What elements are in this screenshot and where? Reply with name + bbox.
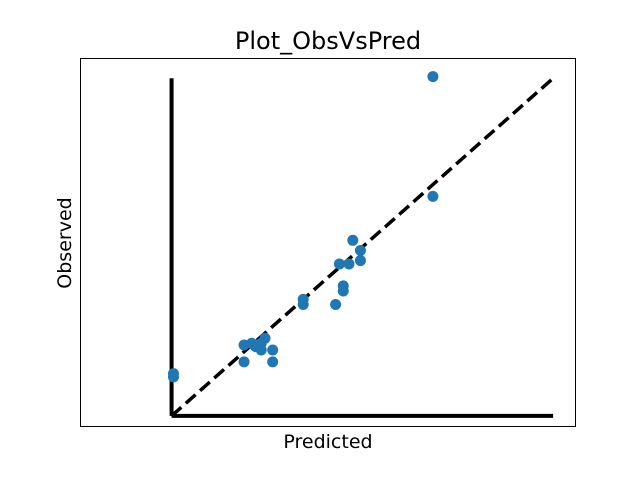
data-point-9 bbox=[255, 344, 267, 356]
data-point-16 bbox=[337, 285, 349, 297]
data-point-17 bbox=[333, 258, 345, 270]
data-point-11 bbox=[267, 356, 279, 368]
data-point-22 bbox=[427, 190, 439, 202]
data-point-13 bbox=[297, 298, 309, 310]
points-layer bbox=[167, 71, 439, 383]
data-point-2 bbox=[167, 371, 179, 383]
y-axis-label: Observed bbox=[54, 197, 76, 288]
plot-area-frame bbox=[80, 58, 576, 427]
data-point-19 bbox=[354, 255, 366, 267]
data-point-18 bbox=[343, 258, 355, 270]
data-point-10 bbox=[238, 356, 250, 368]
data-point-14 bbox=[330, 298, 342, 310]
data-point-20 bbox=[354, 244, 366, 256]
x-axis-label: Predicted bbox=[283, 431, 372, 453]
chart-title: Plot_ObsVsPred bbox=[235, 27, 421, 55]
data-point-21 bbox=[347, 234, 359, 246]
data-point-8 bbox=[267, 344, 279, 356]
data-point-23 bbox=[427, 71, 439, 83]
axes-layer bbox=[169, 78, 554, 418]
